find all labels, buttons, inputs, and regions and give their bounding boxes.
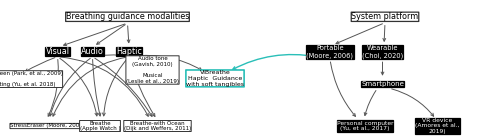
Text: Breathe
(Apple Watch ): Breathe (Apple Watch ) <box>80 121 120 131</box>
Text: On-screen (Park, et al., 2009)

Lighting (Yu, et al. 2018): On-screen (Park, et al., 2009) Lighting … <box>0 71 62 87</box>
Text: Audio tone
(Gavish, 2010)

Musical
(Leslie et al., 2019): Audio tone (Gavish, 2010) Musical (Lesli… <box>126 56 179 84</box>
Text: Breathe-with Ocean
(Dijk and Weffers, 2011): Breathe-with Ocean (Dijk and Weffers, 20… <box>124 121 191 131</box>
Text: Wearable
(Choi, 2020): Wearable (Choi, 2020) <box>362 45 403 59</box>
Text: ViBreathe
Haptic  Guidance
with soft tangibles: ViBreathe Haptic Guidance with soft tang… <box>186 70 244 87</box>
Text: Audio: Audio <box>81 47 104 56</box>
Text: VR device
(Amores et al.,
2019): VR device (Amores et al., 2019) <box>416 118 460 134</box>
Text: Visual: Visual <box>46 47 70 56</box>
Text: Breathing guidance modalities: Breathing guidance modalities <box>66 12 189 21</box>
Text: Smartphone: Smartphone <box>361 81 404 87</box>
Text: StressEraser (Moore, 2006): StressEraser (Moore, 2006) <box>10 123 85 129</box>
Text: System platform: System platform <box>352 12 418 21</box>
Text: Portable
(Moore, 2006): Portable (Moore, 2006) <box>306 45 354 59</box>
Text: Personal computer
(Yu, et al., 2017): Personal computer (Yu, et al., 2017) <box>336 121 394 131</box>
Text: Haptic: Haptic <box>116 47 142 56</box>
